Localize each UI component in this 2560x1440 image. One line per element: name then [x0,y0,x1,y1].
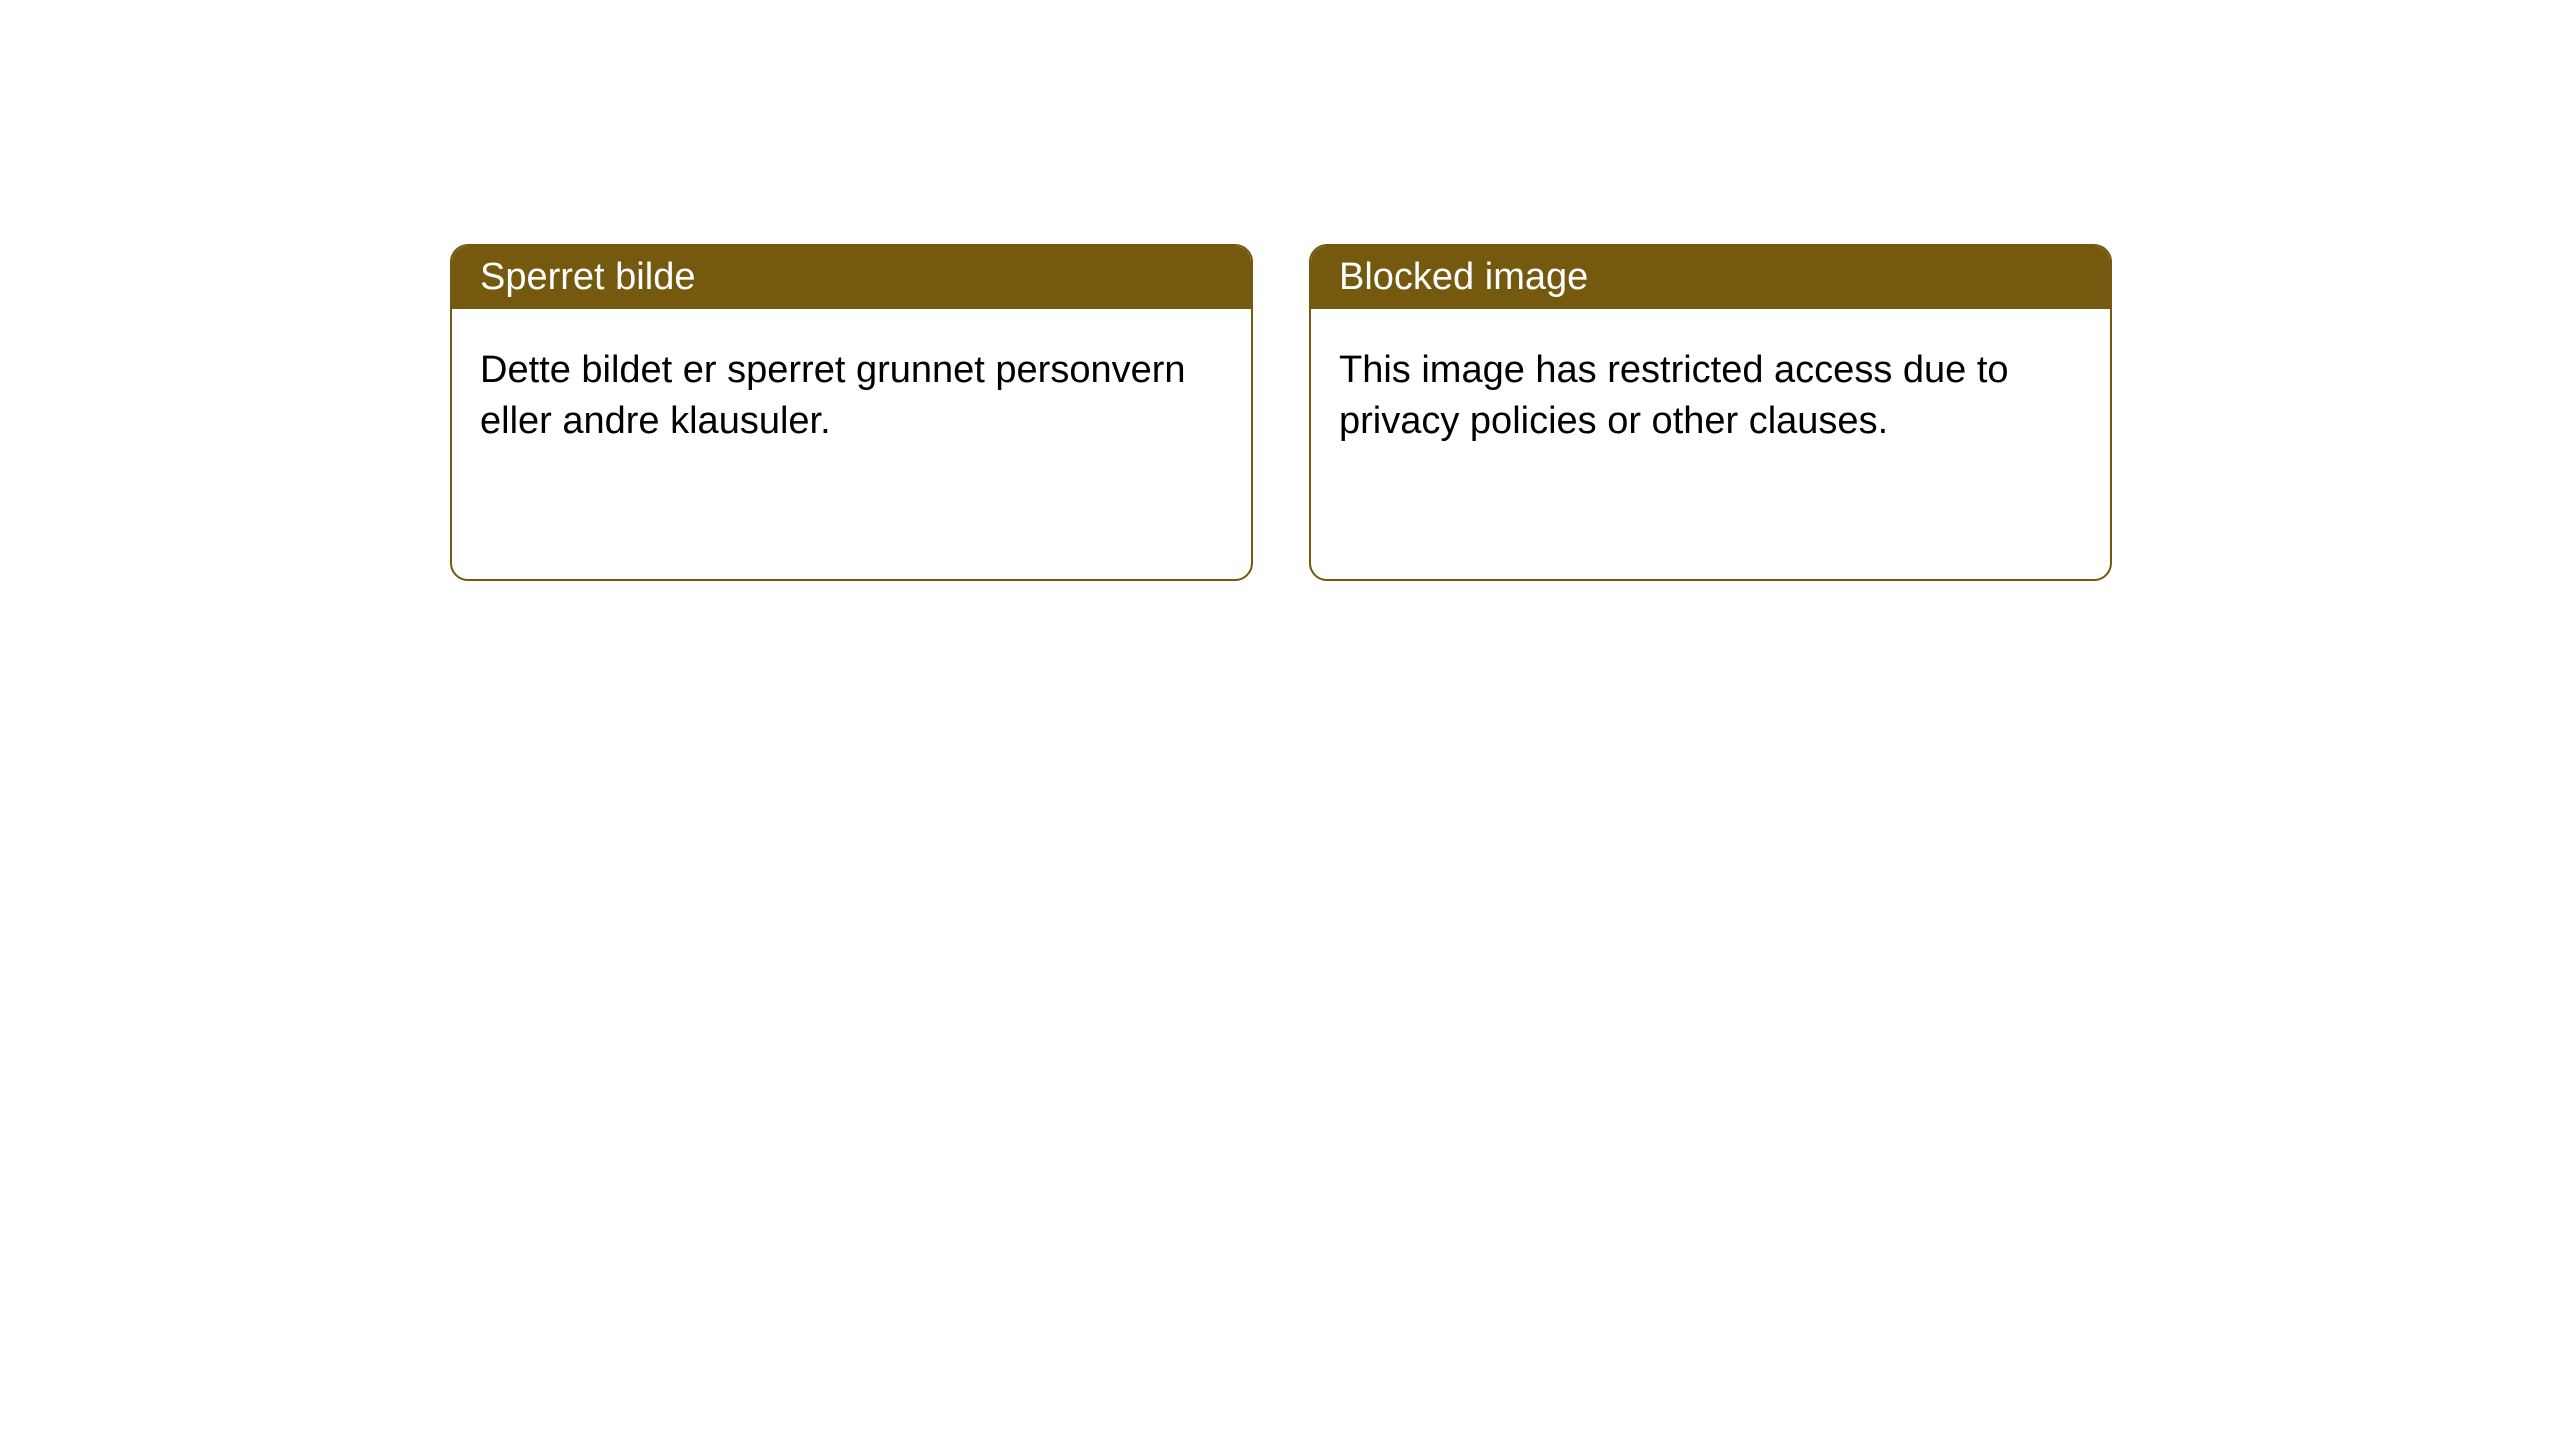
card-body: Dette bildet er sperret grunnet personve… [452,309,1251,579]
card-title: Sperret bilde [480,256,695,298]
card-body: This image has restricted access due to … [1311,309,2110,579]
cards-container: Sperret bilde Dette bildet er sperret gr… [0,0,2560,581]
card-body-text: This image has restricted access due to … [1339,349,2009,442]
card-title: Blocked image [1339,256,1588,298]
blocked-image-card-en: Blocked image This image has restricted … [1309,244,2112,581]
card-header: Sperret bilde [452,246,1251,309]
card-header: Blocked image [1311,246,2110,309]
card-body-text: Dette bildet er sperret grunnet personve… [480,349,1186,442]
blocked-image-card-no: Sperret bilde Dette bildet er sperret gr… [450,244,1253,581]
